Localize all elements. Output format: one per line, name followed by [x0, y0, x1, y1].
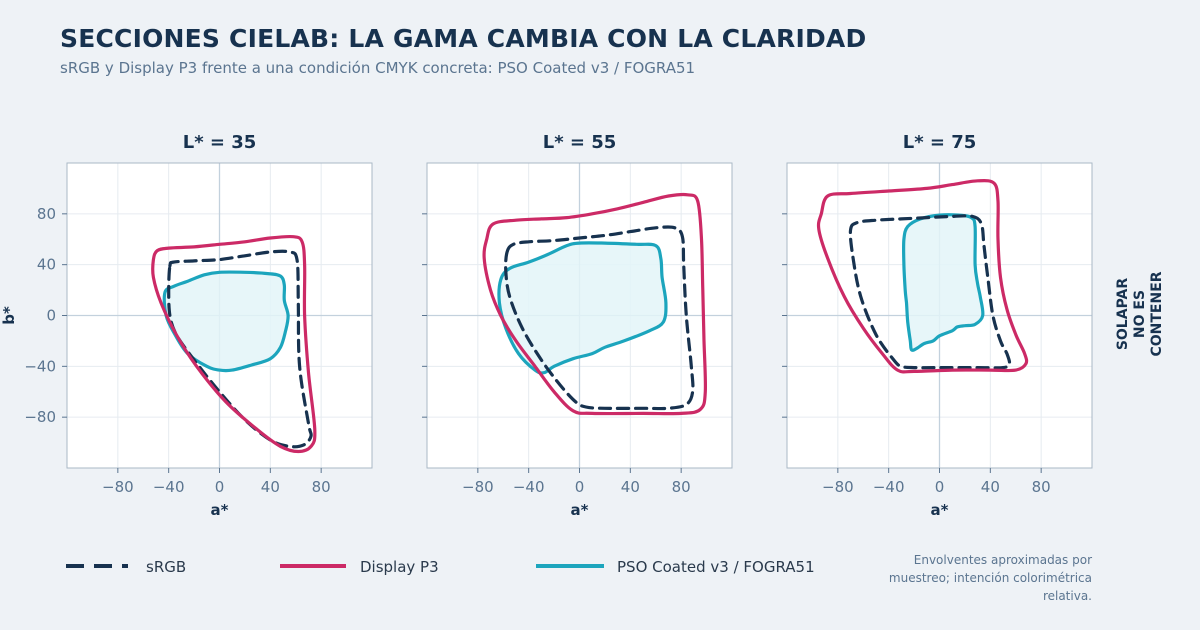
x-tick-label: −80: [822, 478, 854, 496]
chart-title: SECCIONES CIELAB: LA GAMA CAMBIA CON LA …: [60, 24, 867, 53]
x-tick-label: 0: [215, 478, 225, 496]
y-axis-label: b*: [0, 306, 18, 325]
x-tick-label: 40: [621, 478, 640, 496]
x-tick-label: −80: [102, 478, 134, 496]
x-tick-label: −80: [462, 478, 494, 496]
x-tick-label: −40: [513, 478, 545, 496]
y-tick-label: −40: [24, 357, 56, 375]
x-tick-label: 40: [261, 478, 280, 496]
side-label-line-2: NO ES: [1132, 290, 1148, 338]
panel-1: −80 −40 0 40 80 −80 −40 0 40 80 L* = 35 a* b*: [0, 132, 373, 519]
side-label-svg: SOLAPAR NO ES CONTENER: [1115, 271, 1165, 356]
panel-title: L* = 55: [543, 132, 617, 153]
chart-subtitle: sRGB y Display P3 frente a una condición…: [60, 59, 696, 77]
legend-label-fogra: PSO Coated v3 / FOGRA51: [617, 558, 815, 576]
x-axis-label: a*: [211, 501, 229, 519]
side-label-line-1: SOLAPAR: [1115, 278, 1131, 351]
panel-title: L* = 75: [903, 132, 977, 153]
footnote: Envolventes aproximadas por muestreo; in…: [888, 553, 1092, 603]
legend: sRGB Display P3 PSO Coated v3 / FOGRA51: [66, 558, 815, 576]
series-pso-coated-v3-fogra51: [497, 241, 668, 375]
y-tick-label: −80: [24, 408, 56, 426]
legend-label-p3: Display P3: [360, 558, 439, 576]
panel-3: −80 −40 0 40 80 L* = 75 a*: [782, 132, 1093, 519]
x-axis-label: a*: [571, 501, 589, 519]
x-tick-label: 40: [981, 478, 1000, 496]
series-display-p3: [151, 234, 317, 454]
series-display-p3: [816, 179, 1029, 374]
x-tick-label: 80: [1032, 478, 1051, 496]
x-axis-label: a*: [931, 501, 949, 519]
legend-label-srgb: sRGB: [146, 558, 186, 576]
side-label: SOLAPAR NO ES CONTENER: [1110, 258, 1170, 370]
series-pso-coated-v3-fogra51: [162, 270, 290, 373]
x-tick-label: 0: [575, 478, 585, 496]
side-label-line-3: CONTENER: [1149, 271, 1165, 356]
x-tick-label: 80: [312, 478, 331, 496]
x-tick-label: −40: [873, 478, 905, 496]
y-tick-label: 40: [37, 256, 56, 274]
series-srgb: [504, 225, 695, 411]
y-tick-label: 0: [46, 307, 56, 325]
series-display-p3: [482, 192, 708, 416]
x-tick-label: 80: [672, 478, 691, 496]
y-tick-label: 80: [37, 205, 56, 223]
x-tick-label: −40: [153, 478, 185, 496]
series-srgb: [848, 214, 1012, 370]
panel-2: −80 −40 0 40 80 L* = 55 a*: [422, 132, 733, 519]
panel-title: L* = 35: [183, 132, 257, 153]
x-tick-label: 0: [935, 478, 945, 496]
